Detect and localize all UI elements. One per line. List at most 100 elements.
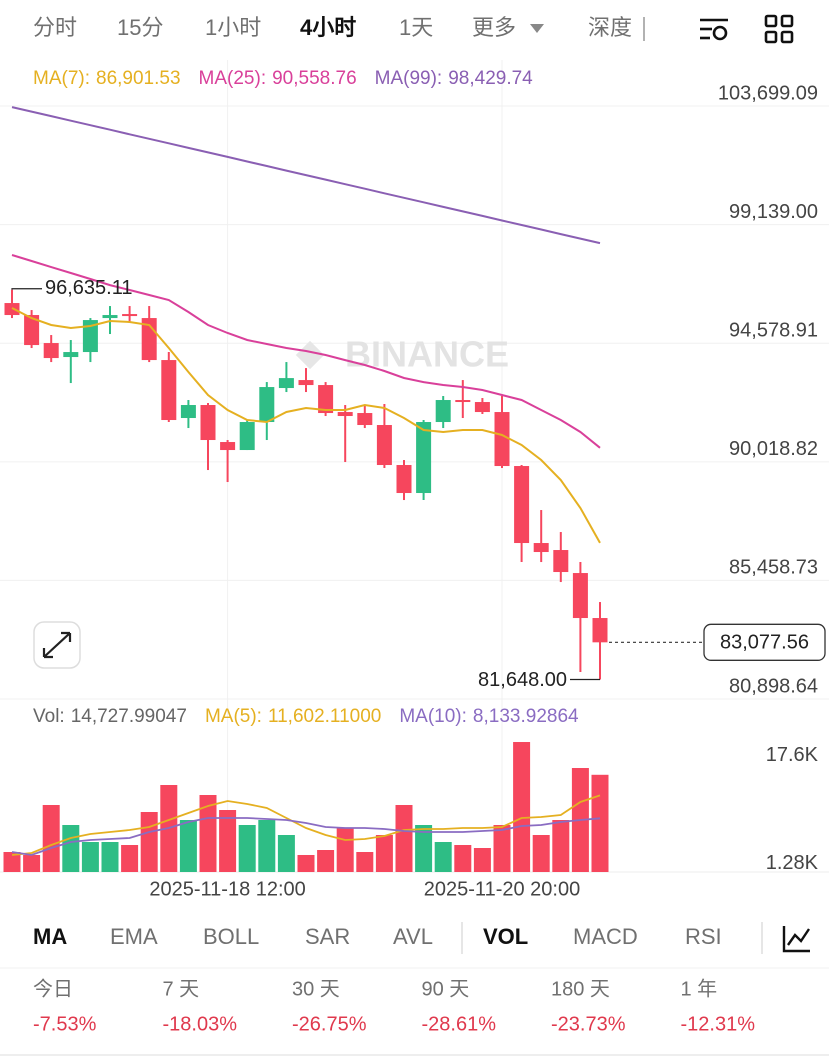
expand-arrows (42, 631, 72, 659)
performance-change: -23.73% (551, 1013, 626, 1035)
candle-body (533, 543, 549, 553)
performance-change: -28.61% (422, 1013, 497, 1035)
legend-name: MA(99): (375, 68, 443, 89)
volume-bar (62, 825, 80, 872)
volume-bar (532, 835, 550, 872)
volume-bar (375, 835, 393, 872)
expand-button[interactable] (33, 621, 81, 669)
candle-body (572, 573, 588, 619)
chart-tool-icon[interactable] (782, 926, 810, 953)
indicator-tab[interactable]: BOLL (203, 924, 259, 949)
volume-bar (454, 844, 472, 872)
vol-tick-label: 17.6K (766, 744, 819, 766)
volume-bar (81, 842, 99, 872)
indicator-tab[interactable]: AVL (393, 924, 433, 949)
vol-legend-title: Vol: (33, 706, 65, 727)
volume-bar (317, 850, 335, 872)
performance-period: 7 天 (163, 978, 200, 1000)
candle-body (43, 343, 59, 359)
icon-cell (780, 30, 794, 44)
volume-bar (356, 852, 374, 872)
settings-icon[interactable] (700, 18, 728, 41)
period-tab[interactable]: 1天 (399, 15, 433, 40)
ma-line (11, 106, 601, 245)
period-tab[interactable]: 分时 (33, 15, 77, 40)
candle-body (239, 422, 255, 451)
legend-value: 11,602.11000 (268, 706, 381, 727)
volume-bar (415, 825, 433, 872)
performance-change: -18.03% (163, 1013, 238, 1035)
volume-bar (23, 854, 41, 872)
candle-body (514, 466, 530, 544)
indicator-tab[interactable]: SAR (305, 924, 350, 949)
period-tab[interactable]: 1小时 (205, 15, 261, 40)
ma-line (11, 254, 601, 449)
y-tick-label: 80,898.64 (729, 675, 818, 697)
volume-bar (493, 825, 511, 872)
x-tick-label: 2025-11-18 12:00 (149, 878, 305, 900)
candle-body (82, 320, 98, 353)
volume-bar (591, 774, 609, 872)
ma-line (11, 307, 601, 544)
volume-bar (42, 805, 60, 872)
indicator-tab[interactable]: RSI (685, 924, 722, 949)
icon-axis (782, 926, 810, 953)
grid-icon[interactable] (764, 14, 794, 44)
icon-cell (764, 14, 778, 28)
period-tab[interactable]: 深度 (588, 15, 632, 40)
indicator-tab[interactable]: EMA (110, 924, 158, 949)
performance-period: 1 年 (681, 977, 718, 1000)
candle-body (553, 550, 569, 573)
performance-period: 30 天 (292, 978, 340, 1000)
candle-body (122, 314, 138, 317)
performance-period: 180 天 (551, 978, 610, 1000)
y-tick-label: 94,578.91 (729, 320, 818, 342)
candle-body (318, 385, 334, 414)
period-tab[interactable]: 4小时 (300, 15, 356, 40)
watermark-logo (295, 340, 325, 370)
candle-body (337, 412, 353, 417)
x-tick-label: 2025-11-20 20:00 (424, 878, 580, 900)
indicator-tab[interactable]: VOL (483, 924, 528, 949)
y-tick-label: 90,018.82 (729, 438, 818, 460)
vol-ma-line (11, 794, 601, 856)
vol-legend-value: 14,727.99047 (71, 706, 187, 727)
legend-value: 86,901.53 (96, 68, 181, 89)
watermark-text: BINANCE (345, 334, 509, 375)
period-tab[interactable]: 15分 (117, 15, 163, 40)
y-tick-label: 103,699.09 (718, 82, 818, 104)
candle-body (102, 315, 118, 319)
current-price-box (703, 623, 826, 661)
volume-bar (297, 854, 315, 872)
period-tab[interactable]: 更多 (472, 15, 516, 40)
candle-body (592, 618, 608, 643)
performance-change: -7.53% (33, 1013, 97, 1035)
legend-name: MA(7): (33, 68, 90, 89)
candle-body (298, 380, 314, 386)
volume-bar (199, 795, 217, 872)
indicator-tab[interactable]: MA (33, 924, 67, 949)
icon-circle (712, 25, 728, 41)
candle-body (396, 465, 412, 494)
indicator-tab[interactable]: MACD (573, 924, 638, 949)
volume-bar (140, 812, 158, 872)
candle-body (278, 378, 294, 389)
performance-period: 90 天 (422, 978, 470, 1000)
legend-value: 98,429.74 (448, 68, 533, 89)
candle-body (63, 352, 79, 358)
candle-body (376, 425, 392, 466)
candle-body (494, 412, 510, 467)
y-tick-label: 99,139.00 (729, 201, 818, 223)
annotation-leader (11, 288, 42, 290)
candle-body (435, 400, 451, 423)
candle-body (200, 405, 216, 441)
icon-trend (787, 928, 810, 946)
volume-bar (121, 844, 139, 872)
legend-name: MA(10): (399, 706, 467, 727)
volume-bar (395, 805, 413, 872)
vol-ma-line (11, 817, 601, 856)
candle-body (161, 360, 177, 421)
